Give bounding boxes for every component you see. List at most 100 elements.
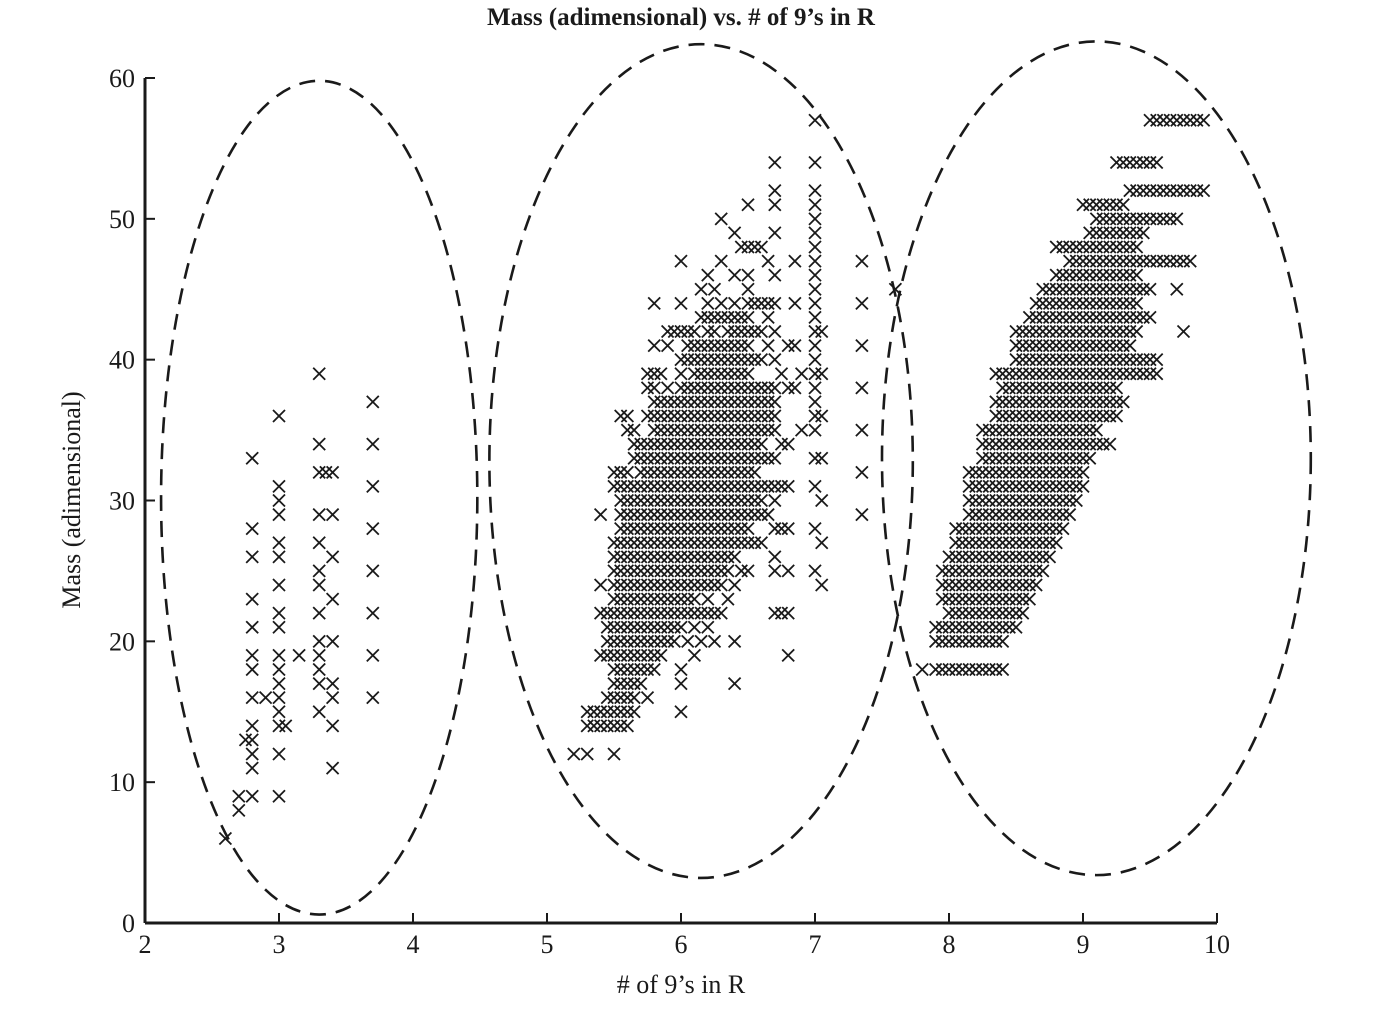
data-point: [1123, 310, 1137, 325]
y-tick-label: 40: [109, 346, 135, 375]
data-point: [748, 479, 762, 494]
data-point: [1076, 240, 1090, 254]
data-point: [694, 578, 708, 592]
data-point: [687, 437, 702, 451]
data-point: [989, 592, 1003, 606]
data-point: [312, 662, 326, 677]
data-point: [989, 451, 1003, 465]
data-point: [995, 634, 1010, 648]
data-point: [1076, 451, 1090, 465]
data-point: [660, 564, 675, 578]
data-point: [721, 465, 735, 479]
data-point: [674, 254, 688, 268]
data-point: [312, 648, 326, 663]
data-point: [1136, 155, 1150, 170]
data-point: [721, 423, 735, 437]
data-point: [681, 423, 695, 437]
data-point: [694, 451, 708, 465]
x-tick-label: 10: [1204, 930, 1230, 959]
data-point: [245, 592, 259, 606]
data-point: [647, 634, 661, 648]
data-point: [1123, 296, 1137, 310]
data-point: [781, 564, 795, 578]
data-point: [969, 634, 983, 648]
data-point: [607, 564, 621, 578]
data-point: [1029, 353, 1043, 367]
data-point: [667, 493, 681, 508]
data-point: [674, 409, 688, 423]
data-point: [1109, 282, 1124, 296]
data-point: [815, 536, 829, 550]
data-point: [1103, 324, 1117, 339]
data-point: [627, 606, 641, 620]
data-point: [1049, 536, 1063, 550]
data-point: [768, 479, 782, 494]
data-point: [1183, 113, 1197, 127]
data-point: [640, 493, 655, 508]
data-point: [312, 676, 326, 691]
data-point: [935, 592, 949, 606]
data-point: [701, 564, 715, 578]
data-point: [272, 578, 286, 592]
data-point: [681, 522, 695, 536]
data-point: [660, 465, 675, 479]
data-point: [674, 620, 688, 634]
data-point: [1036, 507, 1050, 522]
data-point: [620, 719, 635, 733]
data-point: [1089, 282, 1104, 296]
data-point: [741, 198, 755, 212]
data-point: [721, 451, 735, 465]
data-point: [674, 578, 688, 592]
data-point: [634, 606, 648, 620]
data-point: [634, 522, 648, 536]
data-point: [707, 381, 722, 395]
data-point: [654, 620, 668, 634]
data-point: [1016, 507, 1030, 522]
data-point: [1069, 423, 1083, 437]
data-point: [1022, 395, 1037, 409]
data-point: [707, 550, 722, 564]
data-point: [982, 522, 996, 536]
data-point: [1103, 395, 1117, 409]
data-point: [1049, 409, 1063, 423]
data-point: [1062, 493, 1077, 508]
data-point: [808, 240, 822, 254]
data-point: [694, 479, 708, 494]
data-point: [1049, 240, 1063, 254]
data-point: [1002, 592, 1016, 606]
data-point: [1150, 184, 1164, 198]
data-point: [989, 395, 1003, 409]
x-tick-label: 4: [407, 930, 420, 959]
data-point: [734, 564, 748, 578]
data-point: [721, 437, 735, 451]
data-point: [674, 353, 688, 367]
data-point: [667, 620, 681, 634]
data-point: [748, 381, 762, 395]
data-point: [734, 409, 748, 423]
data-point: [1136, 353, 1150, 367]
data-point: [1056, 353, 1070, 367]
data-point: [1022, 338, 1037, 353]
data-point: [640, 550, 655, 564]
data-point: [962, 606, 976, 620]
data-point: [1056, 395, 1070, 409]
data-point: [734, 536, 748, 550]
data-point: [1136, 310, 1150, 325]
data-point: [982, 423, 996, 437]
data-point: [1042, 437, 1057, 451]
data-point: [707, 536, 722, 550]
data-point: [1062, 395, 1077, 409]
data-point: [1116, 324, 1130, 339]
data-point: [855, 381, 869, 395]
data-point: [687, 367, 702, 381]
data-point: [761, 423, 775, 437]
data-point: [1062, 381, 1077, 395]
data-point: [1143, 367, 1157, 381]
data-point: [741, 451, 755, 465]
data-point: [1016, 409, 1030, 423]
data-point: [995, 381, 1010, 395]
data-point: [1042, 423, 1057, 437]
data-point: [687, 395, 702, 409]
data-point: [647, 479, 661, 494]
data-point: [768, 451, 782, 465]
